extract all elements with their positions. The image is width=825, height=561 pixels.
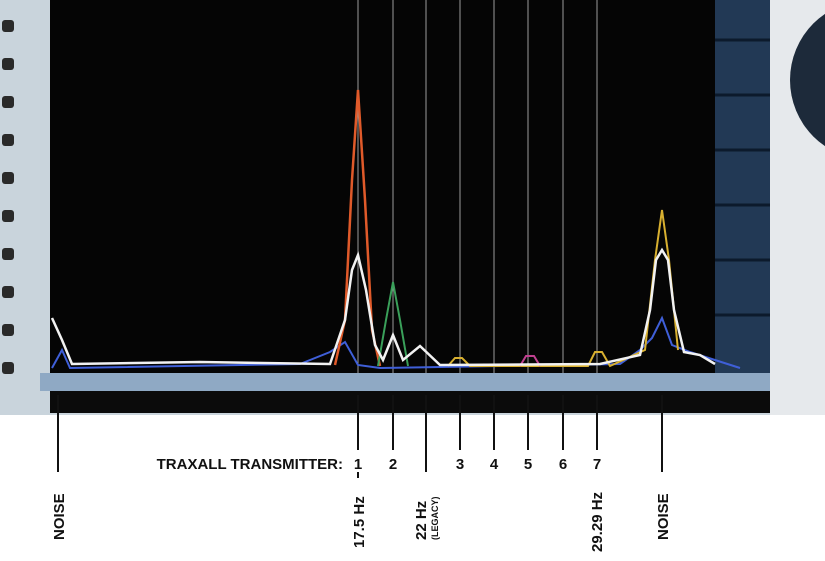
legacy-note: (LEGACY) bbox=[430, 497, 440, 541]
device-dial bbox=[790, 13, 825, 147]
screen-bezel bbox=[40, 373, 770, 391]
pink-trace bbox=[519, 355, 541, 367]
channel-number: 2 bbox=[389, 456, 397, 473]
screen bbox=[50, 0, 715, 375]
frequency-label: 22 Hz bbox=[413, 501, 430, 540]
blue-trace bbox=[51, 315, 741, 370]
frequency-label: 17.5 Hz bbox=[351, 496, 368, 548]
side-grid-lines bbox=[715, 38, 770, 317]
noise-label: NOISE bbox=[655, 493, 672, 540]
screen-bottom bbox=[50, 391, 770, 413]
frequency-label: 29.29 Hz bbox=[589, 492, 606, 552]
channel-number: 4 bbox=[490, 456, 499, 473]
channel-number: 1 bbox=[354, 456, 362, 473]
transmitter-label: TRAXALL TRANSMITTER: bbox=[157, 456, 343, 473]
channel-number: 5 bbox=[524, 456, 532, 473]
side-grid bbox=[715, 0, 770, 380]
white-trace bbox=[50, 247, 716, 367]
channel-markers bbox=[357, 0, 598, 373]
channel-number: 6 bbox=[559, 456, 567, 473]
binding-holes bbox=[2, 20, 14, 374]
yellow-trace bbox=[447, 209, 679, 368]
green-trace bbox=[377, 281, 409, 367]
channel-number: 7 bbox=[593, 456, 601, 473]
channel-number: 3 bbox=[456, 456, 464, 473]
noise-label: NOISE bbox=[51, 493, 68, 540]
leader-lines bbox=[57, 395, 663, 478]
